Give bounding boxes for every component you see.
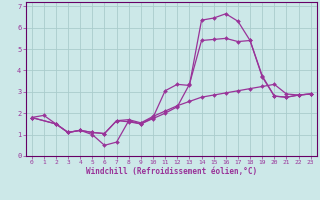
- X-axis label: Windchill (Refroidissement éolien,°C): Windchill (Refroidissement éolien,°C): [86, 167, 257, 176]
